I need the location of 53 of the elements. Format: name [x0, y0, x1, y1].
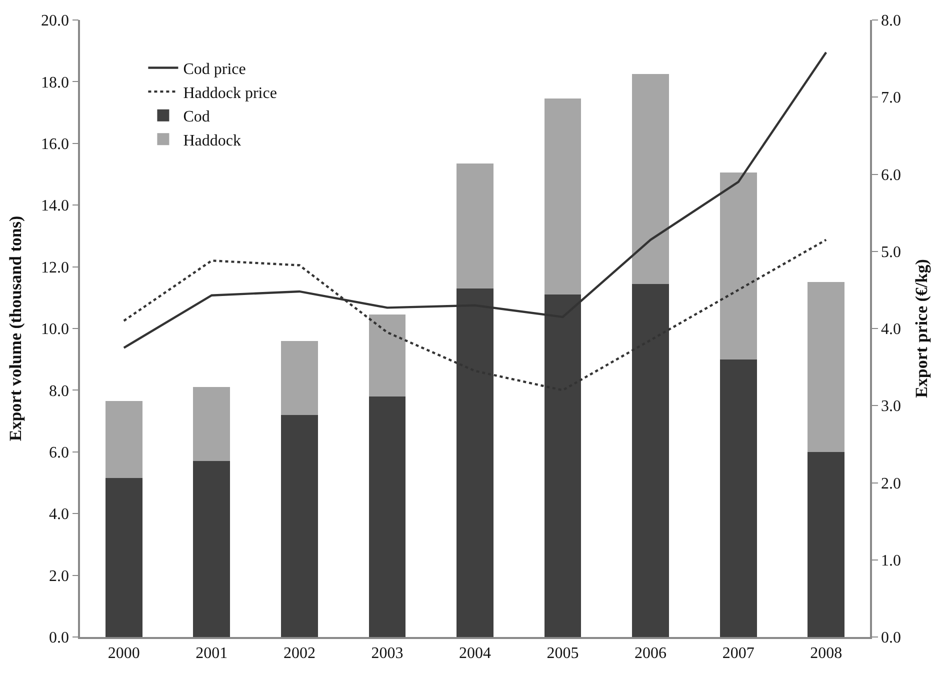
bar: [544, 98, 582, 295]
x-tick-label: 2006: [634, 644, 667, 662]
y-axis-title: Export volume (thousand tons): [6, 216, 26, 442]
bar: [808, 452, 845, 637]
legend-label: Haddock price: [183, 84, 277, 102]
x-tick-label: 2003: [371, 644, 404, 662]
bar: [193, 387, 230, 462]
bar: [281, 340, 318, 415]
y2-tick-label: 5.0: [880, 244, 901, 261]
y2-tick-label: 8.0: [880, 12, 901, 30]
legend-label: Cod: [183, 108, 210, 126]
legend-label: Haddock: [183, 132, 241, 150]
bar: [105, 401, 142, 478]
y-tick-label: 18.0: [41, 74, 70, 92]
y2-tick-label: 0.0: [880, 630, 901, 647]
y-tick-label: 6.0: [49, 444, 70, 462]
bar: [632, 284, 669, 637]
x-tick-label: 2005: [546, 644, 579, 662]
bar: [281, 414, 318, 637]
x-tick-label: 2000: [108, 644, 140, 662]
y-tick-label: 0.0: [49, 630, 70, 647]
x-tick-label: 2007: [722, 644, 754, 662]
y2-tick-label: 6.0: [880, 166, 901, 184]
x-tick-label: 2008: [810, 644, 842, 662]
y-tick-label: 14.0: [41, 198, 70, 215]
y2-tick-label: 1.0: [880, 552, 901, 570]
y2-tick-label: 3.0: [880, 398, 901, 416]
y-tick-label: 8.0: [49, 382, 70, 400]
y-tick-label: 16.0: [41, 136, 70, 153]
y2-axis-title: Export price (€/kg): [912, 259, 931, 398]
x-tick-label: 2004: [459, 644, 491, 662]
bar: [368, 314, 406, 396]
bar: [368, 396, 406, 637]
x-tick-label: 2001: [196, 644, 228, 662]
y2-tick-label: 4.0: [880, 321, 901, 338]
bar: [720, 172, 757, 360]
bar: [456, 288, 494, 637]
y-tick-label: 12.0: [41, 259, 70, 276]
y2-tick-label: 2.0: [880, 475, 901, 492]
bar: [544, 294, 582, 637]
bar: [720, 359, 757, 637]
bar: [632, 74, 669, 284]
bar: [105, 478, 142, 637]
y-tick-label: 10.0: [41, 321, 70, 338]
x-tick-label: 2002: [283, 644, 316, 662]
bar: [456, 163, 494, 288]
y2-tick-label: 7.0: [880, 90, 901, 107]
bar: [808, 282, 845, 452]
legend-label: Cod price: [183, 60, 246, 78]
bar: [193, 461, 230, 637]
y-tick-label: 4.0: [49, 506, 70, 524]
y-tick-label: 20.0: [41, 12, 70, 30]
y-tick-label: 2.0: [49, 568, 70, 585]
